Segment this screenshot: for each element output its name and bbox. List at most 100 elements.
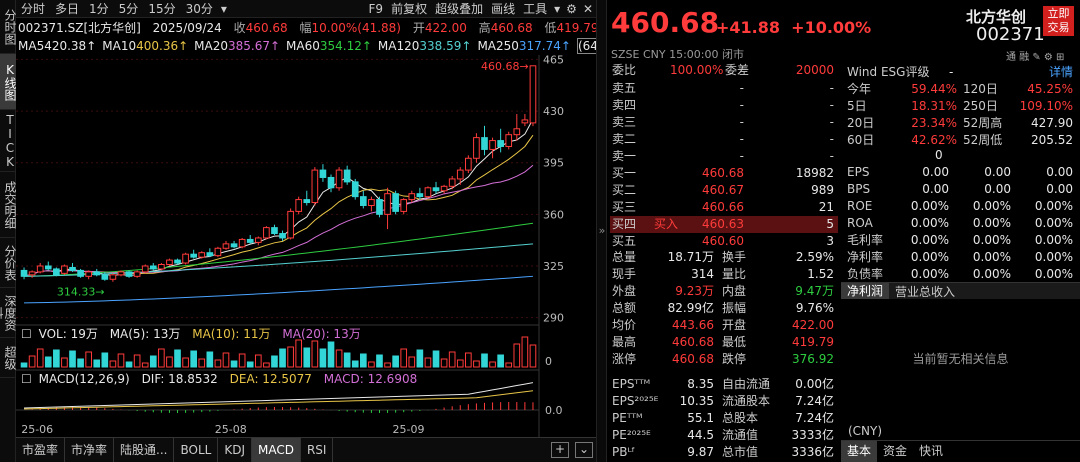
add-icon[interactable]: + [551,442,569,458]
candle-body [505,134,513,147]
view-tab[interactable]: 成交明细 [0,172,17,238]
adjust-button[interactable]: 前复权 [391,2,428,16]
indicator-tab[interactable]: 陆股通... [114,438,175,462]
ma-value: 420.38↑ [44,39,97,53]
chevron-down-icon[interactable]: ▾ [220,1,227,16]
ma-label: MA250 [477,39,519,53]
f9-button[interactable]: F9 [368,1,384,16]
tab-revenue[interactable]: 营业总收入 [895,284,956,299]
ma-label: MA20 [194,39,228,53]
candle-body [125,271,133,277]
volume-bar [238,353,246,368]
tab-capital[interactable]: 资金 [883,444,908,458]
quote-row: 净利率 0.00% 0.00% 0.00% [845,249,1077,266]
chevron-down-icon[interactable]: ▾ [554,1,561,16]
sell-price: - [739,81,744,95]
quote-row[interactable]: 买四 买入 460.63 5 [610,216,838,233]
vertical-view-tabs: 分时图K线图TICK成交明细分价表深度资料超级 [0,0,17,462]
quote-row: ROE 0.00% 0.00% 0.00% [845,198,1077,215]
period-tab[interactable]: 分时 [21,2,46,16]
view-tab[interactable]: 深度资料 [0,288,17,338]
tab-basic[interactable]: 基本 [841,441,878,462]
view-tab[interactable]: TICK [0,110,17,172]
draw-button[interactable]: 画线 [491,2,516,16]
ratio-value: 0.00% [972,267,1011,281]
indicator-tab[interactable]: KDJ [218,438,252,462]
high-marker: 460.68→ [481,60,529,73]
trade-now-button[interactable]: 立即交易 [1043,6,1074,36]
tools-button[interactable]: 工具 [523,2,548,16]
stock-tags[interactable]: 通 融 ✎ ⚙ ⊞ [1006,52,1065,63]
quote-row: ROA 0.00% 0.00% 0.00% [845,215,1077,232]
close-icon[interactable]: ✕ [582,1,593,16]
settings-icon[interactable]: ⚙ [566,1,577,16]
stock-code: 002371 [976,24,1045,45]
quote-row: 买五 460.60 3 [610,233,838,250]
stat-label: 总量 [612,250,637,264]
candle-body [182,253,189,264]
view-tab[interactable]: 分价表 [0,238,17,288]
stat-label: 量比 [722,267,747,281]
kline-chart[interactable]: 465 430 395 360 325 290 460.68→ 314.33→ 0 0.0 25-0… [16,55,596,437]
volume-bar [408,356,416,368]
fin-label: EPSᵀᵀᴹ [612,377,651,391]
period-tab[interactable]: 30分 [185,2,213,16]
profit-tabs: 净利润 营业总收入 [841,282,1080,299]
period-tab[interactable]: 5分 [118,2,139,16]
period-tab[interactable]: 多日 [55,2,80,16]
view-tab[interactable]: K线图 [0,54,17,110]
period-tab[interactable]: 15分 [148,2,176,16]
quote-row: 总额 82.99亿 振幅 9.76% [610,300,838,317]
stat-value: 419.79 [792,335,834,349]
volume-bar [424,357,432,368]
quote-row: PEᵀᵀᴹ 55.1 总股本 7.24亿 [610,410,838,427]
vol-ma10: MA(10): 11万 [192,327,271,341]
view-tab[interactable]: 分时图 [0,0,17,54]
tab-news[interactable]: 快讯 [919,444,944,458]
chevron-down-icon[interactable]: ⌄ [575,442,593,458]
candle-body [481,137,488,150]
indicator-tab[interactable]: BOLL [174,438,219,462]
buy-volume: 18982 [795,166,834,180]
last-price: 460.68 [611,6,720,39]
dif-line [24,382,534,409]
panel-splitter[interactable] [596,0,607,462]
volume-bar [319,348,327,368]
period-tab[interactable]: 1分 [89,2,109,16]
volume-bar [125,361,133,368]
overlay-button[interactable]: 超级叠加 [435,2,484,16]
stat-value: 422.00 [792,318,834,332]
ma-label: MA120 [377,39,420,53]
quote-row: 委比 100.00% 委差 20000 [610,62,838,79]
volume-bar [303,347,311,368]
checkbox-icon[interactable]: ☐ [21,327,32,341]
indicator-tab[interactable]: 市净率 [65,438,115,462]
checkbox-icon[interactable]: ☐ [21,372,32,386]
candle-body [20,269,28,277]
volume-bar [85,351,92,368]
indicator-tab-active[interactable]: MACD [251,438,301,462]
expand-icon[interactable]: » [598,224,606,237]
open-value: 422.00 [424,21,467,35]
vol-value: VOL: 19万 [38,327,98,341]
indicator-tab[interactable]: RSI [301,438,334,462]
candle-body [327,176,335,189]
tab-net-profit[interactable]: 净利润 [841,283,890,299]
open-label: 开 [412,21,425,35]
volume-bar [254,354,262,368]
quote-row: 最高 460.68 最低 419.79 [610,334,838,351]
volume-bar [473,360,480,368]
stat-value: 314 [691,267,714,281]
quote-row: 均价 443.66 开盘 422.00 [610,317,838,334]
indicator-tab[interactable]: 市盈率 [16,438,66,462]
volume-bar [456,359,464,368]
perf-value: 427.90 [1031,116,1073,130]
ratio-value: 0.00% [910,233,949,247]
x-tick-label: 25-09 [393,423,425,436]
ma-period-button[interactable]: (64日) [576,38,596,54]
view-tab[interactable]: 超级 [0,338,17,378]
wb-value: 100.00% [670,63,724,77]
y-tick-label: 325 [543,260,564,273]
indicator-tabs: 市盈率 市净率 陆股通... BOLL KDJ MACD RSI + ⌄ [16,437,596,462]
ma-value: 385.67↑ [227,39,281,53]
